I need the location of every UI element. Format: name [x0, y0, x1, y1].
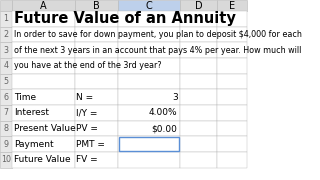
Bar — [118, 152, 180, 168]
Text: 8: 8 — [4, 124, 9, 133]
Text: Time: Time — [14, 93, 36, 102]
Text: PMT =: PMT = — [76, 140, 105, 149]
Bar — [12, 0, 75, 11]
Text: PV =: PV = — [76, 124, 98, 133]
Text: A: A — [40, 1, 47, 11]
Text: 3: 3 — [4, 46, 9, 55]
Bar — [75, 42, 118, 58]
Bar — [217, 74, 247, 89]
Bar — [217, 11, 247, 27]
Bar — [217, 136, 247, 152]
Bar — [217, 105, 247, 121]
Text: Future Value of an Annuity: Future Value of an Annuity — [14, 12, 236, 26]
Bar — [118, 74, 180, 89]
Bar — [0, 0, 12, 11]
Bar — [180, 42, 217, 58]
Text: Future Value: Future Value — [14, 155, 71, 165]
Text: of the next 3 years in an account that pays 4% per year. How much will: of the next 3 years in an account that p… — [14, 46, 301, 55]
Text: 1: 1 — [4, 15, 9, 24]
Text: 4: 4 — [4, 62, 9, 71]
Bar — [75, 58, 118, 74]
Text: Interest: Interest — [14, 108, 49, 118]
Bar — [118, 0, 180, 11]
Bar — [217, 58, 247, 74]
Bar — [0, 105, 12, 121]
Bar — [118, 89, 180, 105]
Bar — [0, 152, 12, 168]
Bar — [217, 42, 247, 58]
Text: Payment: Payment — [14, 140, 54, 149]
Bar — [75, 105, 118, 121]
Text: In order to save for down payment, you plan to deposit $4,000 for each: In order to save for down payment, you p… — [14, 30, 302, 39]
Bar — [75, 0, 118, 11]
Bar — [0, 89, 12, 105]
Bar — [0, 27, 12, 42]
Text: E: E — [229, 1, 235, 11]
Bar — [119, 137, 179, 151]
Text: 4.00%: 4.00% — [149, 108, 178, 118]
Bar — [75, 11, 118, 27]
Bar — [12, 74, 75, 89]
Bar — [217, 121, 247, 136]
Bar — [12, 152, 75, 168]
Bar — [75, 27, 118, 42]
Bar — [180, 121, 217, 136]
Bar — [118, 105, 180, 121]
Text: 9: 9 — [4, 140, 9, 149]
Bar — [12, 89, 75, 105]
Bar — [12, 58, 75, 74]
Text: B: B — [93, 1, 100, 11]
Bar — [217, 0, 247, 11]
Bar — [118, 58, 180, 74]
Bar — [180, 152, 217, 168]
Bar — [180, 105, 217, 121]
Text: 6: 6 — [4, 93, 9, 102]
Bar — [0, 121, 12, 136]
Bar — [0, 136, 12, 152]
Bar — [12, 105, 75, 121]
Bar — [180, 27, 217, 42]
Bar — [12, 11, 75, 27]
Bar — [0, 58, 12, 74]
Bar — [180, 58, 217, 74]
Text: $0.00: $0.00 — [152, 124, 178, 133]
Bar — [180, 11, 217, 27]
Bar — [0, 74, 12, 89]
Text: FV =: FV = — [76, 155, 98, 165]
Bar — [180, 0, 217, 11]
Bar — [0, 42, 12, 58]
Text: I/Y =: I/Y = — [76, 108, 98, 118]
Bar — [118, 136, 180, 152]
Bar — [180, 136, 217, 152]
Bar — [180, 89, 217, 105]
Bar — [75, 121, 118, 136]
Bar — [75, 136, 118, 152]
Bar — [0, 11, 12, 27]
Text: 10: 10 — [1, 155, 11, 165]
Bar — [180, 74, 217, 89]
Bar — [217, 27, 247, 42]
Bar — [217, 152, 247, 168]
Bar — [75, 152, 118, 168]
Bar — [75, 74, 118, 89]
Bar — [12, 136, 75, 152]
Bar — [118, 42, 180, 58]
Bar — [12, 121, 75, 136]
Text: D: D — [195, 1, 202, 11]
Bar — [217, 89, 247, 105]
Text: 7: 7 — [4, 108, 9, 118]
Text: N =: N = — [76, 93, 94, 102]
Text: 5: 5 — [4, 77, 9, 86]
Bar — [12, 27, 75, 42]
Text: 2: 2 — [4, 30, 9, 39]
Bar — [75, 89, 118, 105]
Bar — [118, 27, 180, 42]
Bar — [118, 11, 180, 27]
Text: C: C — [146, 1, 152, 11]
Bar — [12, 42, 75, 58]
Bar — [118, 121, 180, 136]
Text: you have at the end of the 3rd year?: you have at the end of the 3rd year? — [14, 62, 162, 71]
Text: Present Value: Present Value — [14, 124, 76, 133]
Text: 3: 3 — [172, 93, 178, 102]
